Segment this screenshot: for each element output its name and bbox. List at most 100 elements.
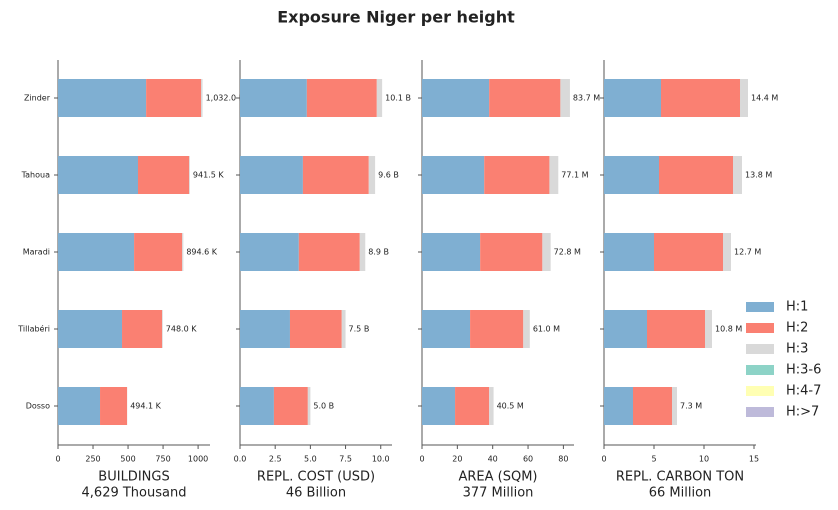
- bar-segment: [723, 233, 731, 271]
- bar-segment: [306, 79, 377, 117]
- bar-segment: [480, 233, 543, 271]
- x-tick-label: 2.5: [269, 455, 282, 464]
- total-label: 7.3 M: [680, 402, 702, 411]
- bar-segment: [240, 79, 307, 117]
- y-tick-label: Maradi: [23, 248, 50, 257]
- bar-segment: [273, 387, 308, 425]
- bar-segment: [604, 310, 647, 348]
- bar-segment: [162, 310, 163, 348]
- bar-segment: [146, 79, 202, 117]
- total-label: 83.7 M: [573, 94, 600, 103]
- bar-segment: [359, 233, 366, 271]
- bar-segment: [58, 156, 138, 194]
- total-label: 72.8 M: [554, 248, 581, 257]
- bar-segment: [58, 233, 135, 271]
- bar-segment: [240, 233, 299, 271]
- bar-segment: [549, 156, 559, 194]
- bar-segment: [733, 156, 742, 194]
- x-tick-label: 5.0: [304, 455, 317, 464]
- bar-segment: [489, 387, 494, 425]
- x-axis-total: 377 Million: [463, 486, 534, 501]
- bar-segment: [240, 310, 290, 348]
- total-label: 10.1 B: [385, 94, 411, 103]
- total-label: 61.0 M: [533, 325, 560, 334]
- bar-segment: [455, 387, 490, 425]
- bar-segment: [740, 79, 748, 117]
- x-axis-label: REPL. COST (USD): [257, 470, 375, 485]
- legend-label: H:1: [786, 300, 808, 315]
- total-label: 894.6 K: [186, 248, 217, 257]
- total-label: 748.0 K: [166, 325, 197, 334]
- legend-swatch: [746, 365, 774, 375]
- legend-label: H:3-6: [786, 363, 821, 378]
- x-tick-label: 1000: [188, 455, 208, 464]
- bar-segment: [604, 233, 654, 271]
- bar-segment: [376, 79, 383, 117]
- total-label: 40.5 M: [497, 402, 524, 411]
- total-label: 5.0 B: [313, 402, 334, 411]
- x-tick-label: 5: [651, 455, 656, 464]
- x-axis-label: AREA (SQM): [458, 470, 537, 485]
- bar-segment: [470, 310, 524, 348]
- total-label: 8.9 B: [368, 248, 389, 257]
- bar-segment: [705, 310, 712, 348]
- legend-swatch: [746, 407, 774, 417]
- total-label: 14.4 M: [751, 94, 778, 103]
- chart-title: Exposure Niger per height: [277, 8, 515, 27]
- y-tick-label: Dosso: [26, 402, 50, 411]
- bar-segment: [341, 310, 346, 348]
- x-tick-label: 0: [601, 455, 606, 464]
- bar-segment: [604, 79, 661, 117]
- x-tick-label: 7.5: [339, 455, 352, 464]
- x-tick-label: 750: [155, 455, 170, 464]
- total-label: 7.5 B: [349, 325, 370, 334]
- y-tick-label: Zinder: [24, 94, 51, 103]
- bar-segment: [58, 387, 101, 425]
- x-axis-label: BUILDINGS: [98, 470, 169, 485]
- x-tick-label: 80: [558, 455, 568, 464]
- bar-segment: [307, 387, 311, 425]
- total-label: 9.6 B: [378, 171, 399, 180]
- legend-label: H:>7: [786, 405, 819, 420]
- bar-segment: [604, 156, 659, 194]
- x-axis-total: 46 Billion: [286, 486, 346, 501]
- bar-segment: [422, 310, 471, 348]
- bar-segment: [240, 156, 303, 194]
- bar-segment: [489, 79, 561, 117]
- bar-segment: [422, 156, 485, 194]
- bar-segment: [302, 156, 369, 194]
- x-tick-label: 20: [452, 455, 462, 464]
- total-label: 1,032.0 K: [206, 94, 245, 103]
- bar-segment: [647, 310, 705, 348]
- bar-segment: [189, 156, 190, 194]
- y-tick-label: Tahoua: [21, 171, 51, 180]
- bar-segment: [604, 387, 633, 425]
- x-tick-label: 250: [85, 455, 100, 464]
- legend-swatch: [746, 302, 774, 312]
- bar-segment: [542, 233, 551, 271]
- bar-segment: [659, 156, 733, 194]
- legend-label: H:4-7: [786, 384, 821, 399]
- x-tick-label: 60: [523, 455, 533, 464]
- bar-segment: [182, 233, 184, 271]
- bar-segment: [560, 79, 570, 117]
- legend-swatch: [746, 323, 774, 333]
- bar-segment: [484, 156, 550, 194]
- bar-segment: [289, 310, 342, 348]
- total-label: 494.1 K: [130, 402, 161, 411]
- x-axis-label: REPL. CARBON TON: [616, 470, 744, 485]
- bar-segment: [422, 233, 481, 271]
- bar-segment: [661, 79, 740, 117]
- x-tick-label: 10.0: [372, 455, 390, 464]
- bar-segment: [672, 387, 677, 425]
- total-label: 941.5 K: [193, 171, 224, 180]
- legend-label: H:2: [786, 321, 808, 336]
- bar-segment: [633, 387, 672, 425]
- x-tick-label: 40: [488, 455, 498, 464]
- x-tick-label: 0.0: [234, 455, 247, 464]
- bar-segment: [298, 233, 360, 271]
- bar-segment: [58, 79, 147, 117]
- bar-segment: [201, 79, 203, 117]
- total-label: 77.1 M: [561, 171, 588, 180]
